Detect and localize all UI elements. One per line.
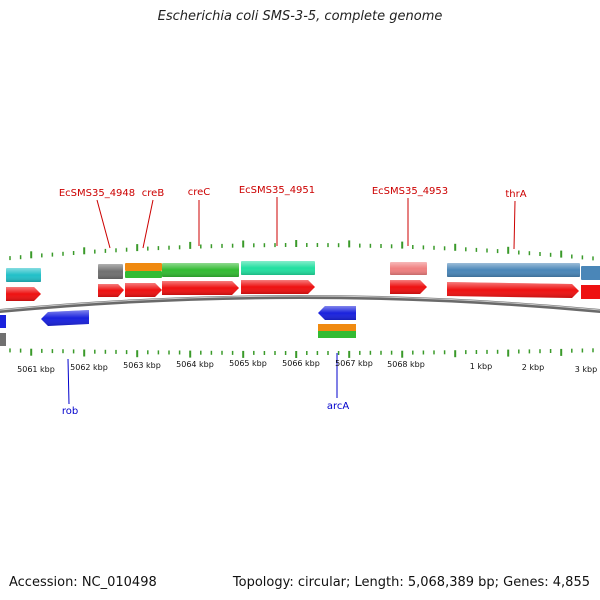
bottom-gloss [41, 306, 356, 326]
genome-title: Escherichia coli SMS-3-5, complete genom… [157, 9, 443, 24]
scale-label: 5064 kbp [176, 360, 214, 369]
scale-label: 5068 kbp [387, 360, 425, 369]
genome-summary-text: Topology: circular; Length: 5,068,389 bp… [232, 575, 590, 590]
gene-label-arca: arcA [327, 401, 350, 412]
gene-label-thra: thrA [505, 189, 526, 200]
feature-green-small [125, 271, 162, 278]
top-leader-lines [96, 197, 516, 250]
blue-arrow-left-edge [0, 315, 6, 328]
feature-steelblue-2 [581, 266, 600, 280]
feature-orange [125, 263, 162, 271]
gene-label-creb: creB [142, 188, 165, 199]
gene-label-ecsms35-4948: EcSMS35_4948 [59, 188, 135, 199]
genome-backbone-highlight [0, 295, 600, 311]
feature-orange-bottom [318, 324, 356, 331]
scale-label: 1 kbp [470, 362, 492, 371]
cds-arrow [581, 285, 600, 299]
gene-label-ecsms35-4951: EcSMS35_4951 [239, 185, 315, 196]
gene-label-rob: rob [62, 406, 78, 417]
scale-label: 5065 kbp [229, 359, 267, 368]
genome-backbone [0, 295, 600, 314]
scale-label: 5066 kbp [282, 359, 320, 368]
tick-marks-bottom [9, 348, 594, 358]
gene-label-crec: creC [188, 187, 211, 198]
bottom-leader-lines [67, 353, 338, 405]
scale-label: 5061 kbp [17, 365, 55, 374]
bottom-feature-track [0, 306, 356, 346]
cds-gloss [6, 280, 579, 301]
gene-label-ecsms35-4953: EcSMS35_4953 [372, 186, 448, 197]
scale-label: 5062 kbp [70, 363, 108, 372]
scale-label: 3 kbp [575, 365, 597, 374]
scale-label: 5067 kbp [335, 359, 373, 368]
feature-gray-bottom [0, 333, 6, 346]
top-feature-track [6, 261, 600, 282]
gloss-overlay [6, 261, 580, 282]
cds-track-top [6, 280, 600, 301]
feature-green-bottom [318, 331, 356, 338]
scale-label: 5063 kbp [123, 361, 161, 370]
scale-label: 2 kbp [522, 363, 544, 372]
accession-text: Accession: NC_010498 [9, 575, 157, 590]
tick-marks-top [9, 240, 594, 261]
